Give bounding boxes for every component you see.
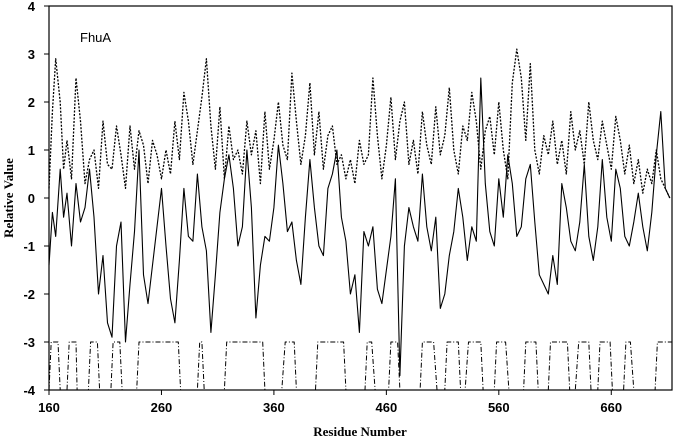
y-tick-label: -3 [23, 335, 35, 350]
x-tick-label: 460 [376, 400, 398, 415]
y-axis: 4 3 2 1 0 -1 -2 -3 -4 [23, 0, 49, 398]
y-tick-label: -4 [23, 383, 35, 398]
series-line-3 [48, 341, 672, 391]
series-layer [48, 48, 672, 391]
series-line-2 [48, 77, 671, 377]
y-tick-label: 0 [28, 191, 35, 206]
plot-frame [48, 5, 673, 391]
y-tick-label: 1 [28, 143, 35, 158]
x-tick-label: 160 [38, 400, 60, 415]
protein-annotation: FhuA [80, 30, 111, 45]
y-tick-label: 3 [28, 47, 35, 62]
y-tick-label: -1 [23, 239, 35, 254]
y-axis-title: Relative Value [1, 158, 16, 238]
x-tick-label: 560 [488, 400, 510, 415]
x-tick-label: 660 [600, 400, 622, 415]
series-line-1 [48, 48, 671, 199]
y-tick-label: -2 [23, 287, 35, 302]
y-tick-label: 2 [28, 95, 35, 110]
x-tick-label: 260 [151, 400, 173, 415]
x-axis: 160 260 360 460 560 660 [38, 390, 622, 415]
x-axis-title: Residue Number [313, 424, 407, 439]
x-tick-label: 360 [263, 400, 285, 415]
y-tick-label: 4 [28, 0, 36, 14]
